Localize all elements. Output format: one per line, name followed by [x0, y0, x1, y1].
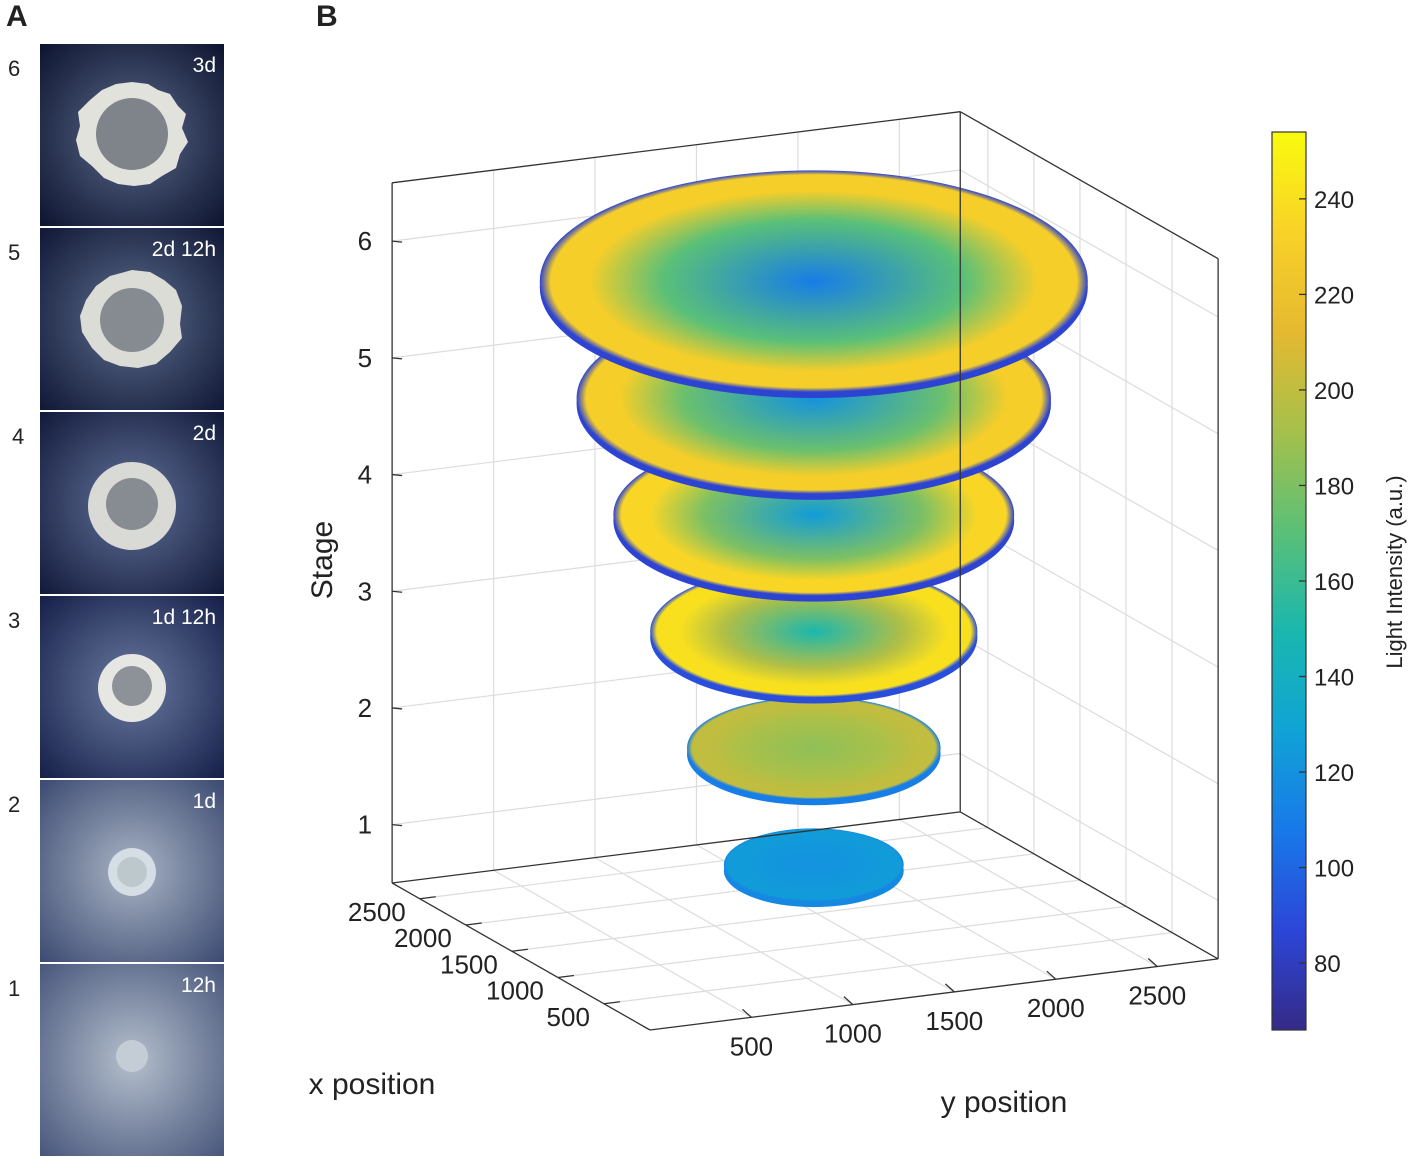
photo-time-label: 1d 12h [151, 606, 216, 629]
colony-photo-6 [40, 44, 224, 226]
colony-photo-stage-3: 1d 12h [40, 596, 224, 778]
colony-stage-3 [650, 565, 978, 698]
colony-photo-stage-1: 12h [40, 964, 224, 1156]
panel-a-label: A [6, 0, 28, 33]
colorbar-tick-label: 80 [1314, 951, 1341, 978]
x-axis-label: x position [309, 1068, 436, 1101]
x-tick-label: 2000 [394, 923, 452, 953]
colorbar-tick-label: 140 [1314, 665, 1354, 692]
x-tick-mark [511, 948, 528, 952]
y-tick-mark [1046, 970, 1057, 980]
axis-box-edge [959, 811, 1219, 960]
colorbar-tick-label: 100 [1314, 856, 1354, 883]
floor-gridline [594, 857, 854, 1006]
wall-gridline [959, 169, 1219, 318]
photo-stage-number: 2 [8, 792, 21, 817]
axis-box-edge [391, 882, 651, 1031]
colorbar-tick-label: 240 [1314, 187, 1354, 214]
floor-gridline [557, 905, 1127, 979]
axis-box-edge [392, 111, 961, 184]
y-axis-label: y position [941, 1086, 1068, 1119]
colorbar-tick-label: 220 [1314, 282, 1354, 309]
z-tick-mark [392, 473, 403, 477]
colorbar-tick-label: 200 [1314, 378, 1354, 405]
colony-stage-2 [687, 696, 941, 800]
colony-photo-stage-2: 1d [40, 780, 224, 962]
floor-gridline [603, 932, 1173, 1005]
axis-box-edge [649, 958, 1219, 1031]
photo-time-label: 3d [192, 54, 216, 77]
photo-stage-number: 3 [8, 608, 21, 633]
x-tick-label: 2500 [348, 897, 406, 927]
floor-gridline [899, 818, 1158, 968]
x-tick-mark [465, 922, 482, 926]
photo-time-label: 1d [192, 790, 216, 813]
z-tick-label: 5 [358, 343, 372, 373]
z-tick-mark [392, 707, 403, 710]
wall-gridline [959, 636, 1219, 785]
z-axis-label: Stage [306, 521, 339, 599]
floor-gridline [511, 879, 1081, 952]
photo-time-label: 2d [192, 422, 216, 445]
z-tick-label: 1 [358, 810, 372, 840]
y-tick-mark [944, 983, 955, 993]
colony-photo-2 [40, 780, 224, 962]
colony-photo-stage-4: 2d [40, 412, 224, 594]
colony-stage-1 [723, 828, 904, 902]
photo-time-label: 2d 12h [151, 238, 216, 261]
colorbar-tick-label: 160 [1314, 569, 1354, 596]
y-tick-label: 500 [730, 1031, 773, 1061]
floor-gridline [419, 827, 988, 900]
y-tick-label: 2000 [1027, 993, 1085, 1023]
x-tick-mark [603, 1001, 621, 1005]
z-tick-label: 2 [358, 693, 372, 723]
photo-stage-number: 4 [12, 424, 25, 449]
x-tick-label: 500 [547, 1002, 590, 1032]
colony-photo-3 [40, 596, 224, 778]
x-tick-mark [557, 974, 574, 979]
x-tick-label: 1500 [440, 949, 498, 979]
y-tick-mark [843, 996, 854, 1006]
x-tick-label: 1000 [486, 976, 544, 1006]
photo-stage-number: 5 [8, 240, 21, 265]
colorbar-tick-label: 180 [1314, 473, 1354, 500]
colony-photo-stage-6: 3d [40, 44, 224, 226]
colony-stage-6 [539, 170, 1088, 393]
photo-stage-number: 1 [8, 976, 21, 1001]
y-tick-mark [742, 1008, 752, 1018]
wall-gridline [959, 753, 1219, 902]
y-tick-mark [1147, 958, 1158, 967]
z-tick-label: 3 [358, 576, 372, 606]
y-tick-label: 1500 [925, 1006, 983, 1036]
y-tick-label: 2500 [1128, 981, 1186, 1011]
floor-gridline [493, 869, 752, 1018]
photo-time-label: 12h [180, 974, 216, 997]
z-tick-mark [392, 240, 403, 243]
x-tick-mark [419, 896, 436, 900]
colony-photo-4 [40, 412, 224, 594]
axis-box-edge [959, 111, 1219, 260]
colorbar-tick-label: 120 [1314, 760, 1354, 787]
axis-box-edge [392, 811, 961, 884]
z-tick-label: 4 [358, 460, 372, 490]
z-tick-mark [392, 824, 403, 827]
colony-photo-5 [40, 228, 224, 410]
z-tick-mark [392, 357, 403, 360]
z-tick-mark [392, 590, 403, 593]
panel-b-label: B [316, 0, 338, 33]
colony-photo-1 [40, 964, 224, 1156]
z-tick-label: 6 [358, 226, 372, 256]
y-tick-label: 1000 [824, 1019, 882, 1049]
colony-photo-stage-5: 2d 12h [40, 228, 224, 410]
colorbar-label: Light Intensity (a.u.) [1382, 475, 1407, 668]
photo-stage-number: 6 [8, 56, 21, 81]
